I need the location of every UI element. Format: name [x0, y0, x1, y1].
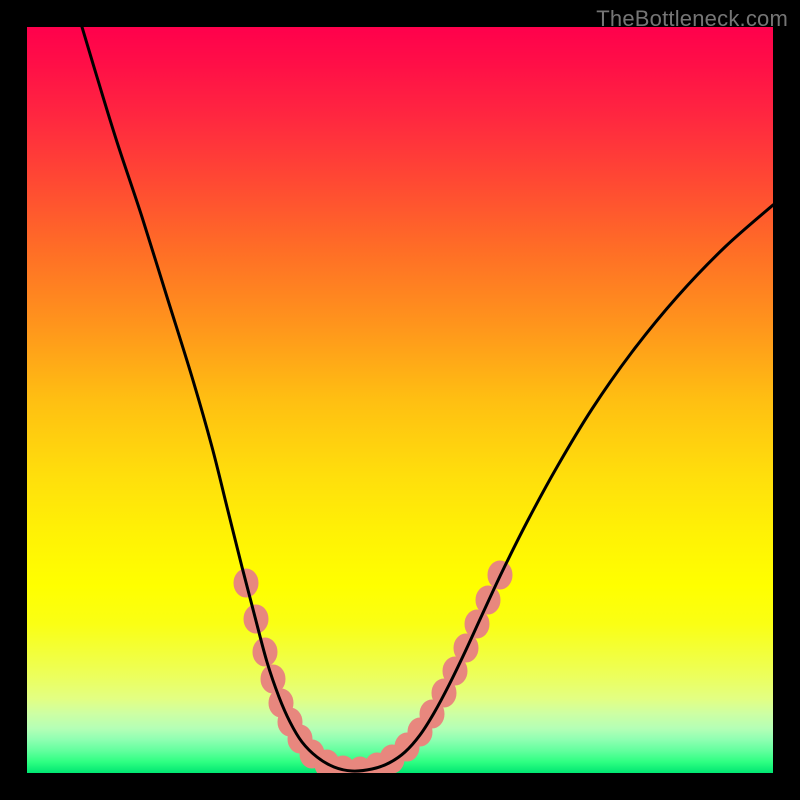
watermark-text: TheBottleneck.com	[596, 6, 788, 32]
chart-svg	[27, 27, 773, 773]
marker-group	[234, 561, 512, 773]
plot-area	[27, 27, 773, 773]
bottleneck-curve	[82, 27, 773, 771]
